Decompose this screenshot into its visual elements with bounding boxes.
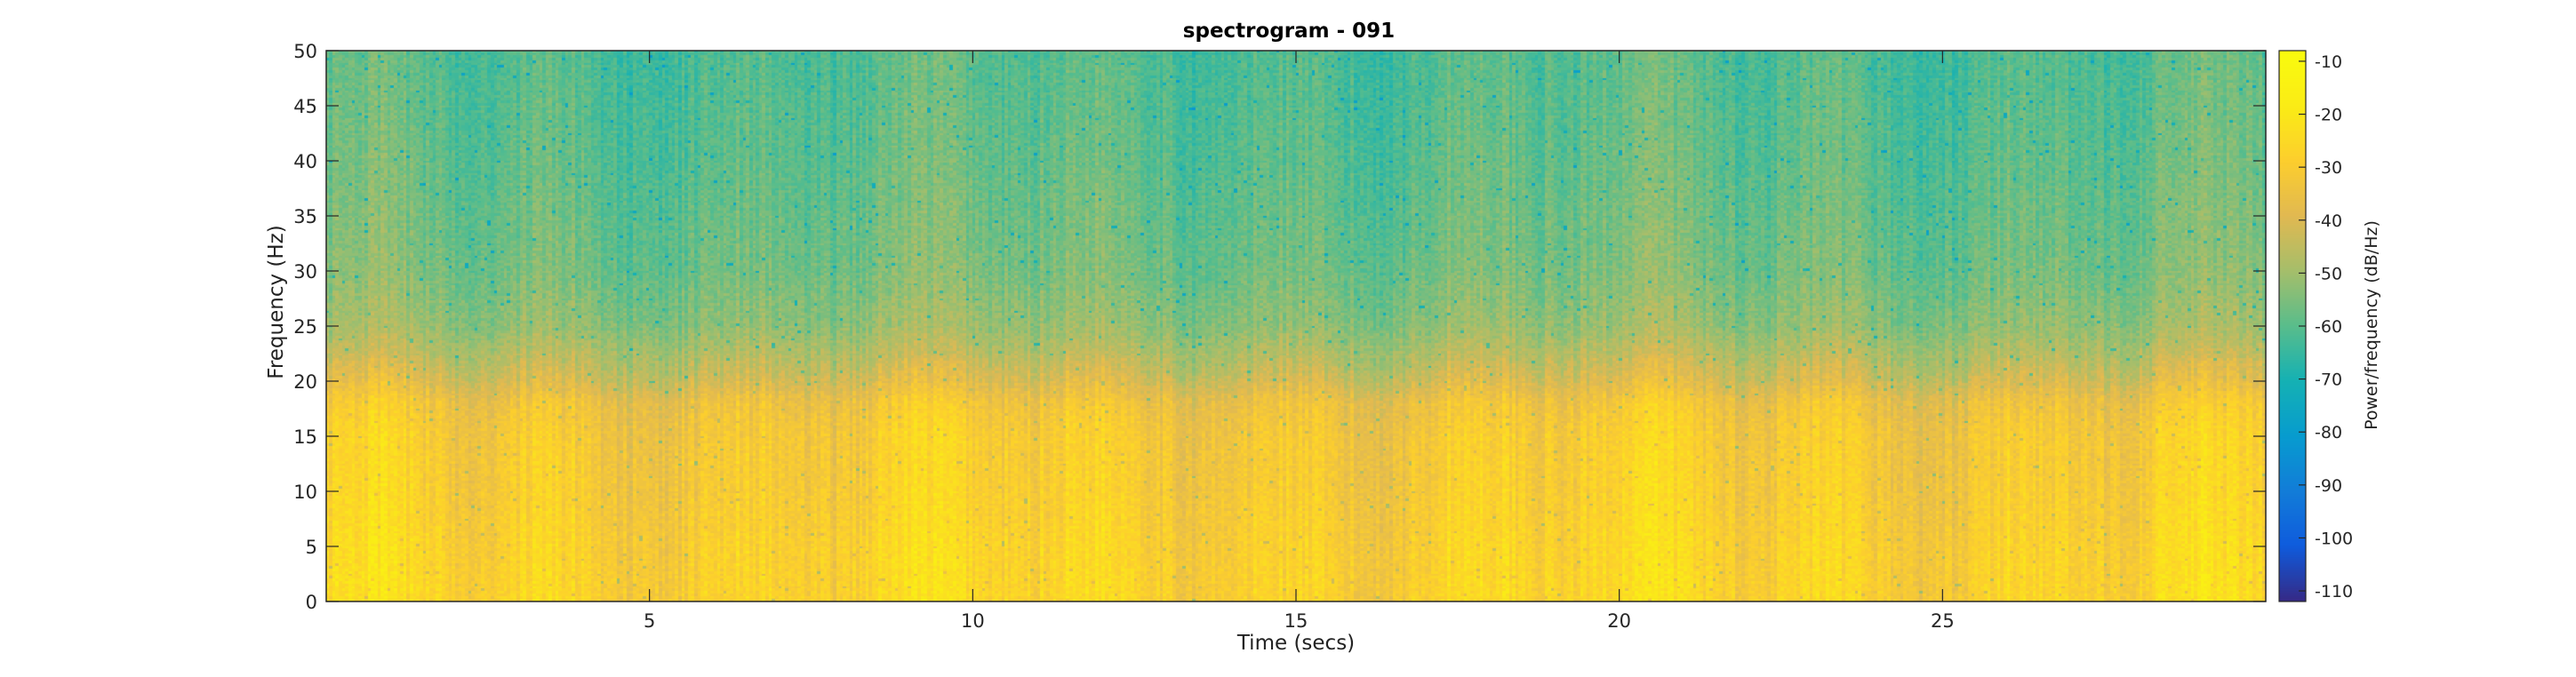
y-tick-label: 50: [293, 41, 317, 62]
y-axis-label: Frequency (Hz): [265, 225, 288, 379]
x-axis-label: Time (secs): [1236, 632, 1356, 655]
x-tick-label: 15: [1284, 610, 1308, 632]
colorbar-tick-label: -70: [2315, 370, 2342, 390]
y-tick-label: 40: [293, 151, 317, 172]
colorbar-tick-label: -110: [2315, 582, 2353, 601]
y-tick-label: 45: [293, 96, 317, 117]
colorbar-tick-label: -20: [2315, 106, 2342, 125]
colorbar-tick-label: -60: [2315, 317, 2342, 337]
y-tick-label: 20: [293, 371, 317, 393]
colorbar-tick-label: -50: [2315, 264, 2342, 283]
x-tick-label: 20: [1607, 610, 1631, 632]
colorbar-tick-label: -100: [2315, 529, 2353, 548]
colorbar-tick-label: -90: [2315, 476, 2342, 496]
y-tick-label: 25: [293, 316, 317, 338]
colorbar-label: Power/frequency (dB/Hz): [2362, 220, 2381, 430]
y-tick-label: 15: [293, 426, 317, 448]
colorbar-tick-label: -10: [2315, 52, 2342, 72]
x-tick-label: 25: [1931, 610, 1955, 632]
y-tick-label: 5: [306, 537, 317, 558]
colorbar-tick-label: -40: [2315, 211, 2342, 231]
x-tick-label: 5: [644, 610, 655, 632]
colorbar-tick-label: -30: [2315, 158, 2342, 178]
y-tick-label: 0: [306, 592, 317, 613]
y-tick-label: 10: [293, 482, 317, 503]
x-tick-label: 10: [961, 610, 985, 632]
y-tick-label: 30: [293, 261, 317, 283]
y-tick-label: 35: [293, 206, 317, 227]
spectrogram-image: [326, 51, 2266, 601]
colorbar-tick-label: -80: [2315, 423, 2342, 442]
chart-title: spectrogram - 091: [1182, 20, 1396, 43]
